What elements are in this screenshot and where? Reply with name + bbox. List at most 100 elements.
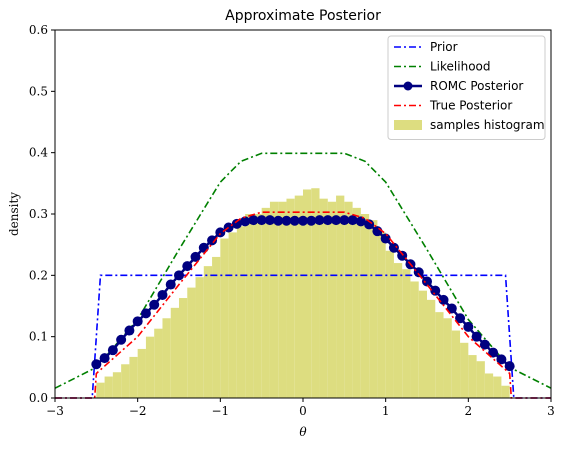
histogram-bar <box>501 385 510 398</box>
histogram-bar <box>212 256 221 398</box>
y-tick-label: 0.6 <box>29 23 48 37</box>
series-point <box>488 347 499 358</box>
legend: Prior Likelihood ROMC Posterior True Poster… <box>387 35 546 140</box>
series-romc-posterior <box>91 215 515 372</box>
histogram-bar <box>484 373 494 398</box>
series-point <box>198 242 209 253</box>
histogram-bar <box>336 195 345 398</box>
histogram-bar <box>460 342 469 398</box>
histogram-bar <box>154 328 163 398</box>
histogram-bar <box>451 330 461 398</box>
histogram-bar <box>261 207 270 398</box>
plot-area <box>54 152 552 399</box>
series-point <box>372 226 383 237</box>
histogram-bar <box>203 266 213 398</box>
histogram-bar <box>137 348 146 398</box>
histogram-bar <box>112 372 122 398</box>
x-tick-label: −1 <box>211 404 229 418</box>
series-point <box>364 219 375 230</box>
series-point <box>471 331 482 342</box>
x-tick-label: −3 <box>46 404 64 418</box>
histogram-bar <box>319 198 328 398</box>
y-tick-label: 0.3 <box>29 207 48 221</box>
series-point <box>215 227 226 238</box>
x-tick-label: 3 <box>547 404 555 418</box>
series-point <box>124 325 135 336</box>
series-point <box>231 218 242 229</box>
series-point <box>289 215 300 226</box>
series-point <box>165 279 176 290</box>
series-point <box>182 261 193 272</box>
series-point <box>157 289 168 300</box>
histogram-bar <box>493 376 502 398</box>
series-line <box>55 274 551 399</box>
histogram-bar <box>187 287 196 398</box>
x-tick-label: 0 <box>299 404 307 418</box>
series-point <box>331 215 342 226</box>
histogram-bar <box>278 201 287 398</box>
series-point <box>99 353 110 364</box>
legend-label: True Posterior <box>429 99 512 113</box>
histogram-bar <box>269 201 279 398</box>
series-point <box>422 276 432 287</box>
series-point <box>116 334 127 345</box>
histogram-bar <box>286 198 295 398</box>
legend-entry: Prior <box>394 40 458 54</box>
x-tick-label: −2 <box>129 404 147 418</box>
series-point <box>273 215 284 226</box>
histogram-bar <box>327 201 337 398</box>
series-point <box>174 270 184 281</box>
series-point <box>413 267 424 278</box>
series-point <box>107 345 118 356</box>
series-point <box>438 294 449 305</box>
x-tick-label: 1 <box>382 404 390 418</box>
histogram-bar <box>121 364 130 398</box>
series-likelihood <box>54 152 552 389</box>
histogram-bar <box>476 361 485 398</box>
histogram-bar <box>303 189 312 398</box>
legend-entry: Likelihood <box>394 60 491 74</box>
series-point <box>446 303 457 314</box>
legend-marker <box>403 81 413 91</box>
histogram-bar <box>228 232 237 398</box>
histogram-bar <box>104 376 113 398</box>
histogram-bar <box>352 207 361 398</box>
series-line <box>54 152 552 389</box>
series-point <box>248 215 259 226</box>
legend-entry: True Posterior <box>394 99 512 113</box>
series-point <box>463 321 474 332</box>
chart-title: Approximate Posterior <box>225 8 381 24</box>
y-axis: 0.0 0.1 0.2 0.3 0.4 0.5 0.6 <box>29 23 55 405</box>
legend-entry: samples histogram <box>394 118 545 132</box>
y-tick-label: 0.0 <box>29 391 48 405</box>
histogram-bar <box>393 263 403 398</box>
series-point <box>140 308 151 319</box>
histogram-bar <box>195 277 204 398</box>
series-line <box>55 211 551 399</box>
histogram-bar <box>468 355 477 398</box>
histogram-bar <box>162 318 171 398</box>
histogram-bar <box>245 214 254 398</box>
series-point <box>347 215 358 226</box>
legend-label: samples histogram <box>430 118 545 132</box>
series-point <box>298 215 308 226</box>
series-point <box>207 235 218 246</box>
series-point <box>380 233 391 244</box>
histogram-bar <box>435 312 444 398</box>
histogram-bar <box>253 214 262 398</box>
series-point <box>322 215 333 226</box>
series-point <box>388 242 399 253</box>
histogram-bar <box>443 318 452 398</box>
series-point <box>430 285 441 296</box>
series-point <box>149 299 160 310</box>
histogram-bar <box>418 290 427 398</box>
histogram-bar <box>311 188 320 398</box>
histogram-bar <box>220 238 229 398</box>
series-point <box>306 215 317 226</box>
histogram-bar <box>179 298 188 398</box>
y-tick-label: 0.1 <box>29 330 48 344</box>
y-tick-label: 0.5 <box>29 84 48 98</box>
x-axis-label: θ <box>299 425 307 439</box>
histogram-bar <box>385 250 394 398</box>
